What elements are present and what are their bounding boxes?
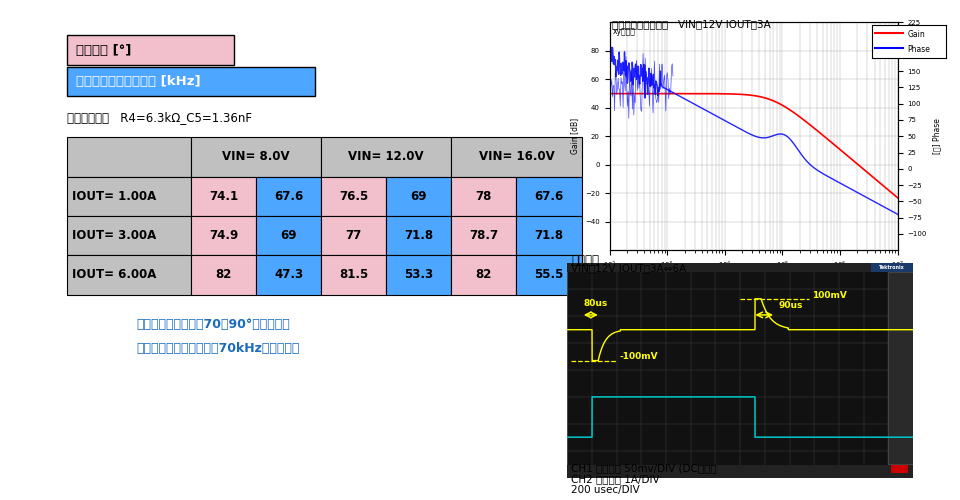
Text: 78.7: 78.7 <box>469 229 498 242</box>
Text: CH2 出力電流 1A/DIV: CH2 出力電流 1A/DIV <box>571 474 660 484</box>
Bar <box>67 66 315 96</box>
Text: 位相補償定数   R4=6.3kΩ_C5=1.36nF: 位相補償定数 R4=6.3kΩ_C5=1.36nF <box>67 112 252 124</box>
Text: CH1 出力電圧 50mv/DIV (DC除去）: CH1 出力電圧 50mv/DIV (DC除去） <box>571 463 717 473</box>
Bar <box>67 216 191 256</box>
Text: 74.1: 74.1 <box>209 190 238 202</box>
Bar <box>191 176 256 216</box>
Text: 負荷応答: 負荷応答 <box>571 254 599 267</box>
Bar <box>891 466 908 473</box>
Bar <box>191 216 256 256</box>
Text: 67.6: 67.6 <box>274 190 303 202</box>
Text: VIN＝12V IOUT＝3A⇔6A: VIN＝12V IOUT＝3A⇔6A <box>571 263 686 273</box>
Bar <box>451 137 582 176</box>
Bar <box>67 137 191 176</box>
Text: -100mV: -100mV <box>619 352 658 360</box>
Text: Gain: Gain <box>907 30 924 38</box>
Bar <box>256 256 322 294</box>
Bar <box>67 36 234 65</box>
Bar <box>256 216 322 256</box>
Bar <box>567 262 913 272</box>
Text: VIN= 12.0V: VIN= 12.0V <box>348 150 424 164</box>
Bar <box>386 256 451 294</box>
Bar <box>67 256 191 294</box>
Bar <box>871 262 913 272</box>
Text: VIN= 8.0V: VIN= 8.0V <box>223 150 290 164</box>
Text: 81.5: 81.5 <box>339 268 369 281</box>
Bar <box>516 176 582 216</box>
Text: 200 usec/DIV: 200 usec/DIV <box>571 485 640 495</box>
Bar <box>516 256 582 294</box>
Bar <box>386 176 451 216</box>
Text: Tektronix: Tektronix <box>879 265 905 270</box>
Bar <box>67 176 191 216</box>
Text: 位相余裕 [°]: 位相余裕 [°] <box>76 44 132 57</box>
Bar <box>256 176 322 216</box>
Bar <box>191 256 256 294</box>
Bar <box>191 137 322 176</box>
Text: クロスオーバー周波数 [kHz]: クロスオーバー周波数 [kHz] <box>76 75 201 88</box>
Text: 76.5: 76.5 <box>339 190 369 202</box>
Text: 53.3: 53.3 <box>404 268 433 281</box>
Y-axis label: [度] Phase: [度] Phase <box>932 118 941 154</box>
Text: 74.9: 74.9 <box>209 229 238 242</box>
Bar <box>322 216 386 256</box>
Bar <box>451 216 516 256</box>
Bar <box>322 256 386 294</box>
Text: 69: 69 <box>280 229 297 242</box>
Text: 55.5: 55.5 <box>535 268 564 281</box>
Bar <box>451 176 516 216</box>
Text: Phase: Phase <box>907 45 930 54</box>
Text: 78: 78 <box>476 190 492 202</box>
Text: IOUT= 3.00A: IOUT= 3.00A <box>72 229 156 242</box>
Bar <box>888 272 913 464</box>
Text: IOUT= 1.00A: IOUT= 1.00A <box>72 190 156 202</box>
Text: 77: 77 <box>346 229 362 242</box>
Text: 80us: 80us <box>584 299 608 308</box>
Text: IOUT= 6.00A: IOUT= 6.00A <box>72 268 156 281</box>
Y-axis label: Gain [dB]: Gain [dB] <box>570 118 580 154</box>
Bar <box>322 137 451 176</box>
Bar <box>322 176 386 216</box>
Text: 82: 82 <box>476 268 492 281</box>
Text: 位相余裕　代表特性   VIN＝12V IOUT＝3A: 位相余裕 代表特性 VIN＝12V IOUT＝3A <box>612 19 771 29</box>
Text: 位相余裕最適条件の70〜90°内を満たす: 位相余裕最適条件の70〜90°内を満たす <box>136 318 290 331</box>
Text: 67.6: 67.6 <box>535 190 564 202</box>
X-axis label: Frequency [Hz]: Frequency [Hz] <box>725 276 782 285</box>
Text: 47.3: 47.3 <box>275 268 303 281</box>
Text: 71.8: 71.8 <box>404 229 433 242</box>
Text: 90us: 90us <box>779 301 803 310</box>
Text: VIN= 16.0V: VIN= 16.0V <box>479 150 554 164</box>
Text: 69: 69 <box>411 190 427 202</box>
Bar <box>386 216 451 256</box>
Text: クロスオーバー周波数は70kHz台となった: クロスオーバー周波数は70kHz台となった <box>136 342 300 355</box>
Text: 71.8: 71.8 <box>535 229 564 242</box>
Bar <box>451 256 516 294</box>
Text: xyグラフ: xyグラフ <box>612 28 636 36</box>
Bar <box>516 216 582 256</box>
Bar <box>567 464 913 477</box>
Text: 82: 82 <box>215 268 231 281</box>
Text: 100mV: 100mV <box>812 291 847 300</box>
